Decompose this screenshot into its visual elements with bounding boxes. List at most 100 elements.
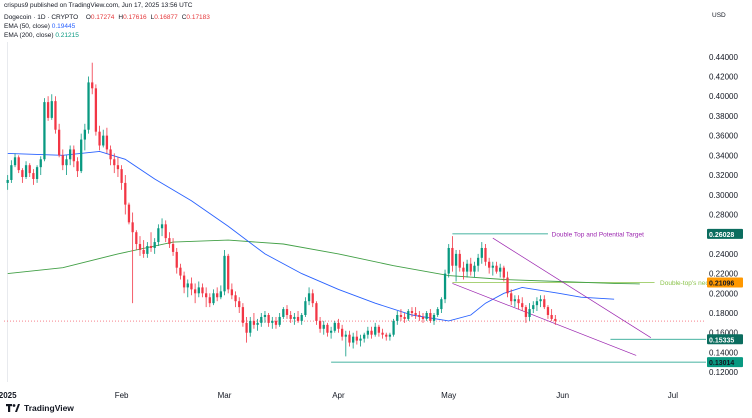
candle-body: [300, 314, 303, 321]
y-tick-label: 0.44000: [709, 53, 738, 62]
candle-body: [539, 299, 542, 302]
candle-body: [98, 131, 101, 146]
candle-body: [120, 169, 123, 183]
candle-body: [113, 159, 116, 166]
ema50-line: [7, 150, 615, 322]
y-tick-label: 0.30000: [709, 191, 738, 200]
candle-body: [440, 299, 443, 310]
candle-body: [517, 299, 520, 304]
ohlc-value: 0.16877: [154, 14, 178, 21]
x-tick-label: Mar: [218, 391, 232, 400]
candle-body: [175, 251, 178, 268]
candle-body: [421, 316, 425, 319]
ema200-legend[interactable]: EMA (200, close) 0.21215: [4, 32, 79, 40]
candle-body: [76, 161, 79, 172]
candle-body: [10, 165, 13, 180]
candle-body: [447, 247, 450, 274]
ohlc-value: 0.17183: [186, 14, 210, 21]
candle-body: [359, 338, 362, 341]
candle-body: [307, 293, 311, 302]
y-tick-label: 0.18000: [709, 309, 738, 318]
candle-body: [370, 330, 373, 335]
candle-body: [54, 101, 57, 130]
candle-body: [410, 311, 414, 314]
candle-body: [388, 334, 392, 337]
candle-body: [39, 159, 42, 168]
channel-lower-line: [452, 283, 637, 356]
ohlc-values: O0.17274 H0.17616 L0.16877 C0.17183: [86, 14, 210, 21]
candle-body: [109, 149, 112, 160]
x-tick-label: Apr: [332, 391, 345, 400]
candle-body: [260, 316, 263, 323]
candle-body: [315, 303, 318, 321]
x-tick-label: May: [441, 391, 456, 400]
ohlc-key: O: [85, 14, 91, 21]
candle-body: [24, 165, 28, 178]
candle-body: [473, 265, 476, 272]
candle-body: [252, 320, 256, 325]
candle-body: [407, 311, 410, 319]
candle-body: [6, 179, 9, 183]
y-tick-label: 0.12000: [709, 368, 738, 377]
candle-body: [65, 159, 68, 166]
candle-body: [465, 263, 469, 272]
x-tick-label: 2025: [0, 391, 17, 400]
ema50-label: EMA (50, close): [4, 23, 50, 30]
candle-body: [69, 149, 72, 160]
target-price-badge-bg: [707, 228, 743, 239]
candle-body: [227, 255, 230, 290]
candle-body: [61, 155, 64, 166]
y-tick-label: 0.20000: [709, 289, 738, 298]
y-tick-label: 0.42000: [709, 72, 738, 81]
candle-body: [241, 307, 245, 323]
ema200-line: [7, 239, 640, 285]
candle-body: [304, 301, 307, 315]
candle-body: [340, 328, 344, 337]
candle-body: [355, 336, 358, 341]
candle-body: [480, 247, 483, 258]
candle-body: [392, 320, 395, 335]
candle-body: [293, 316, 296, 319]
candle-body: [458, 253, 461, 268]
candle-body: [311, 293, 314, 304]
y-tick-label: 0.14000: [709, 348, 738, 357]
x-tick-label: Feb: [115, 391, 129, 400]
y-tick-label: 0.28000: [709, 210, 738, 219]
target-annotation: Double Top and Potential Target: [552, 231, 644, 238]
candle-body: [495, 265, 498, 272]
symbol-ohlc-line: Dogecoin · 1D · CRYPTO O0.17274 H0.17616 L…: [4, 14, 210, 22]
candle-body: [205, 293, 208, 298]
level-153-badge-bg: [707, 334, 743, 345]
y-tick-label: 0.34000: [709, 151, 738, 160]
candle-body: [245, 322, 248, 333]
candle-body: [443, 273, 447, 300]
y-tick-label: 0.32000: [709, 171, 738, 180]
candle-body: [432, 314, 436, 321]
level-153-badge: 0.15335: [709, 337, 734, 344]
ema50-legend[interactable]: EMA (50, close) 0.19445: [4, 23, 75, 31]
candle-body: [50, 101, 53, 118]
candle-body: [234, 295, 237, 302]
candle-body: [135, 232, 138, 245]
candle-body: [197, 287, 200, 294]
candle-body: [13, 157, 17, 166]
x-tick-label: Jul: [668, 391, 678, 400]
support-price-badge: 0.13014: [709, 360, 734, 367]
candle-body: [267, 314, 270, 323]
tradingview-footer[interactable]: TradingView: [6, 403, 74, 413]
candle-body: [142, 249, 145, 254]
candle-body: [476, 257, 480, 266]
candle-body: [329, 330, 333, 333]
candle-body: [263, 314, 267, 317]
currency-label: USD: [712, 12, 726, 19]
y-tick-label: 0.36000: [709, 132, 738, 141]
support-price-badge-bg: [707, 357, 743, 368]
candle-body: [179, 267, 182, 276]
candle-body: [208, 297, 211, 304]
candle-body: [46, 102, 50, 118]
neckline-price-badge-bg: [707, 277, 743, 288]
candle-body: [249, 320, 252, 333]
candle-body: [28, 165, 31, 174]
target-price-badge: 0.26028: [709, 232, 734, 239]
